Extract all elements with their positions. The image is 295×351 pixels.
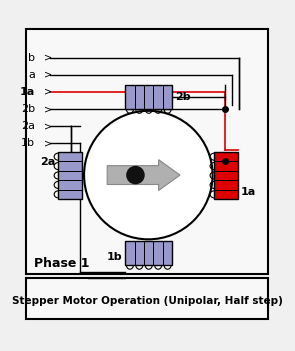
Text: 1b: 1b <box>21 138 35 148</box>
Text: b: b <box>28 53 35 63</box>
Text: >: > <box>44 70 52 80</box>
Text: >: > <box>44 53 52 63</box>
Text: >: > <box>44 121 52 131</box>
FancyArrow shape <box>107 160 180 191</box>
Text: 1a: 1a <box>20 87 35 97</box>
Bar <box>125 85 172 109</box>
Text: Phase 1: Phase 1 <box>34 257 90 270</box>
Text: 1b: 1b <box>107 252 123 262</box>
Text: 2a: 2a <box>21 121 35 131</box>
Text: 1a: 1a <box>241 187 256 197</box>
Text: a: a <box>28 70 35 80</box>
Circle shape <box>127 166 144 184</box>
Bar <box>26 278 268 319</box>
Bar <box>58 152 82 199</box>
Bar <box>26 29 268 273</box>
Text: >: > <box>44 87 52 97</box>
Text: 2b: 2b <box>175 92 191 102</box>
Circle shape <box>84 111 213 239</box>
Text: 2b: 2b <box>21 104 35 114</box>
Text: >: > <box>44 138 52 148</box>
Text: Stepper Motor Operation (Unipolar, Half step): Stepper Motor Operation (Unipolar, Half … <box>12 296 283 306</box>
Text: >: > <box>44 104 52 114</box>
Bar <box>125 241 172 265</box>
Bar <box>214 152 238 199</box>
Text: 2a: 2a <box>40 157 56 167</box>
